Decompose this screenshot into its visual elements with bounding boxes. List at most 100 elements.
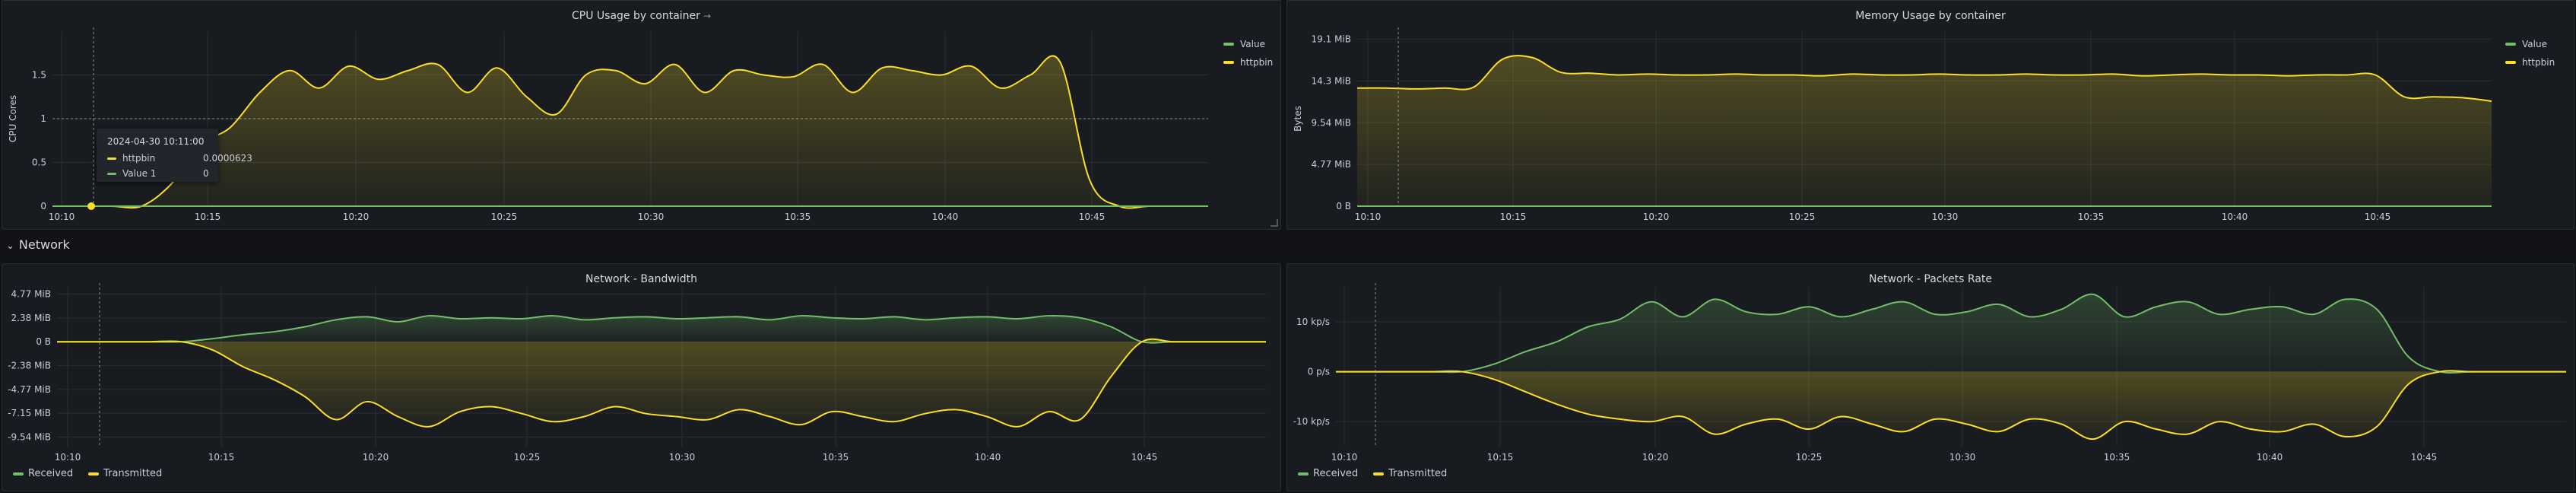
x-tick-label: 10:30 [638,212,665,222]
panel-title[interactable]: Network - Bandwidth [585,273,697,285]
x-tick-label: 10:40 [2257,452,2283,463]
hover-point [87,202,95,210]
legend-item-transmitted[interactable]: Transmitted [88,468,162,479]
legend-label: httpbin [2522,57,2555,68]
x-tick-label: 10:35 [2078,212,2105,222]
y-tick-label: 9.54 MiB [1312,117,1351,128]
cpu-legend: Value httpbin [1223,35,1273,72]
hover-tooltip: 2024-04-30 10:11:00 httpbin 0.0000623 Va… [97,129,252,182]
series-line-httpbin [52,55,1208,209]
x-tick-label: 10:35 [785,212,811,222]
legend-item-httpbin[interactable]: httpbin [2505,53,2555,72]
x-tick-label: 10:30 [669,452,696,463]
tooltip-label: Value 1 [122,168,157,179]
series-area-received [57,315,1266,343]
x-tick-label: 10:25 [491,212,518,222]
x-tick-label: 10:15 [208,452,235,463]
row-header-network[interactable]: ⌄ Network [6,237,70,252]
tooltip-value: 0.0000623 [203,153,252,164]
series-line-httpbin [1356,55,2492,102]
y-tick-label: -10 kp/s [1293,416,1330,427]
y-tick-label: 14.3 MiB [1312,76,1351,87]
series-area-httpbin [52,56,1208,208]
legend-item-received[interactable]: Received [1298,468,1358,479]
x-tick-label: 10:40 [932,212,959,222]
y-tick-label: 2.38 MiB [11,313,51,323]
y-tick-label: 0 B [36,336,51,347]
legend-item-value[interactable]: Value [1223,35,1273,53]
y-tick-label: 4.77 MiB [1312,159,1351,170]
collapse-chevron-icon[interactable]: ⌄ [6,240,14,252]
packets-legend: Received Transmitted [1298,468,1447,479]
x-tick-label: 10:25 [1796,452,1823,463]
y-tick-label: -4.77 MiB [8,384,51,395]
y-tick-label: 1.5 [32,70,46,81]
tooltip-time: 2024-04-30 10:11:00 [107,136,205,147]
legend-label: httpbin [1240,57,1274,68]
x-tick-label: 10:10 [55,452,81,463]
section-title: Network [18,237,70,252]
panel-title[interactable]: Network - Packets Rate [1868,273,1993,285]
y-tick-label: 0 p/s [1308,367,1330,377]
y-tick-label: 0 B [1336,201,1351,212]
series-area-transmitted [57,339,1266,427]
series-area-received [1336,294,2566,374]
x-tick-label: 10:10 [1331,452,1358,463]
x-tick-label: 10:35 [823,452,849,463]
legend-item-received[interactable]: Received [13,468,73,479]
legend-label: Value [1240,39,1265,49]
legend-item-httpbin[interactable]: httpbin [1223,53,1273,72]
y-tick-label: 19.1 MiB [1312,33,1351,44]
x-tick-label: 10:45 [2411,452,2438,463]
x-tick-label: 10:10 [1355,212,1382,222]
memory-chart[interactable]: 19.1 MiB 14.3 MiB 9.54 MiB 4.77 MiB 0 B 10:10… [1287,1,2575,231]
cpu-panel-title[interactable]: CPU Usage by container [571,10,700,22]
y-tick-label: 0.5 [32,157,46,168]
x-tick-label: 10:20 [1643,212,1670,222]
series-area-transmitted [1336,371,2566,440]
x-tick-label: 10:20 [343,212,370,222]
packets-chart[interactable]: 10 kp/s 0 p/s -10 kp/s 10:10 10:15 10:20 10:25… [1287,264,2575,492]
legend-label: Transmitted [1388,468,1448,479]
x-tick-label: 10:45 [1131,452,1158,463]
tooltip-row-httpbin: httpbin [107,153,155,164]
y-tick-label: -7.15 MiB [8,408,51,418]
resize-handle-icon[interactable] [1271,219,1278,227]
x-tick-label: 10:40 [2222,212,2248,222]
legend-label: Transmitted [103,468,163,479]
legend-item-value[interactable]: Value [2505,35,2555,53]
series-area-httpbin [1357,56,2492,206]
bandwidth-chart[interactable]: 4.77 MiB 2.38 MiB 0 B -2.38 MiB -4.77 MiB -7.… [2,264,1282,492]
x-tick-label: 10:30 [1932,212,1959,222]
series-line-transmitted [1336,370,2566,441]
network-packets-panel: Network - Packets Rate 10 kp/s 0 p/s -10 k… [1286,263,2574,491]
legend-label: Value [2522,39,2547,49]
x-tick-label: 10:15 [1500,212,1527,222]
y-tick-label: 10 kp/s [1296,316,1330,327]
x-tick-label: 10:30 [1949,452,1976,463]
cpu-chart[interactable]: 1.5 1 0.5 0 10:10 10:15 10:20 10:25 10:30 10:35 10… [2,1,1282,231]
series-line-received [1336,293,2566,374]
tooltip-value: 0 [203,168,209,179]
x-tick-label: 10:35 [2104,452,2130,463]
bandwidth-legend: Received Transmitted [13,468,162,479]
panel-title[interactable]: CPU Usage by container → [2,10,1280,22]
x-tick-label: 10:10 [49,212,75,222]
legend-label: Received [28,468,74,479]
series-line-transmitted [56,338,1266,428]
legend-item-transmitted[interactable]: Transmitted [1373,468,1447,479]
panel-title[interactable]: Memory Usage by container [1855,10,2006,22]
y-tick-label: 4.77 MiB [11,289,51,300]
tooltip-label: httpbin [122,153,156,164]
x-tick-label: 10:20 [363,452,389,463]
y-tick-label: 1 [40,113,46,124]
x-tick-label: 10:45 [2365,212,2391,222]
x-tick-label: 10:15 [195,212,221,222]
title-arrow-icon[interactable]: → [703,11,711,21]
tooltip-row-value1: Value 1 [107,168,156,179]
x-tick-label: 10:45 [1079,212,1106,222]
legend-label: Received [1313,468,1359,479]
y-axis-label: CPU Cores [8,95,18,142]
network-bandwidth-panel: Network - Bandwidth 4.77 MiB 2.38 MiB 0 B -… [2,263,1281,491]
y-tick-label: -9.54 MiB [8,431,51,442]
